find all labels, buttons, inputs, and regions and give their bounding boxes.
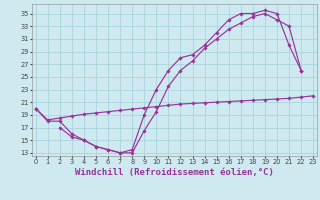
X-axis label: Windchill (Refroidissement éolien,°C): Windchill (Refroidissement éolien,°C): [75, 168, 274, 177]
